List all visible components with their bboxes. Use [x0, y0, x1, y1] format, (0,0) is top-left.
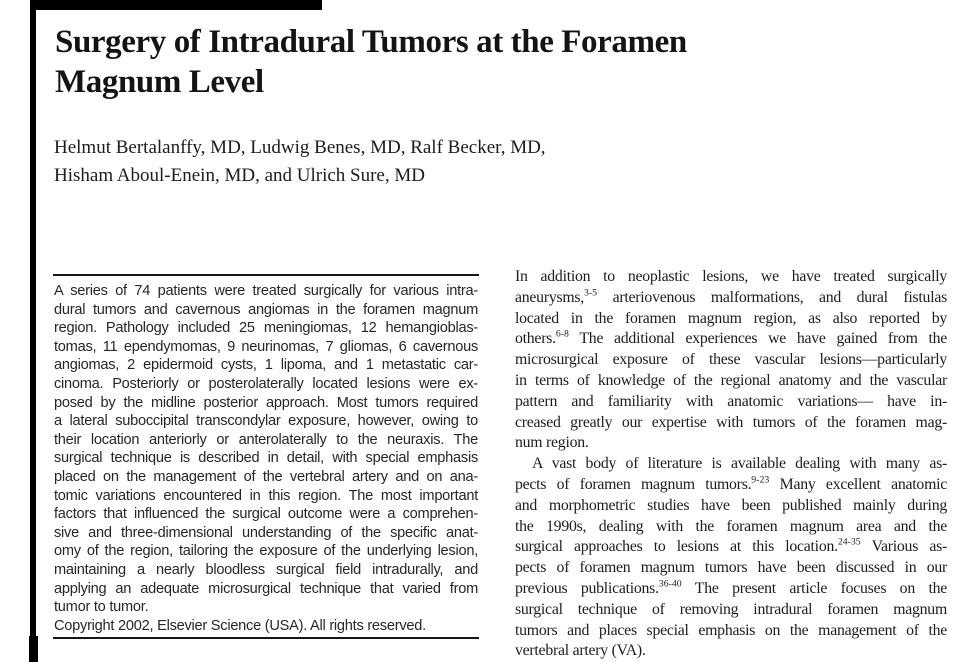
reference-superscript: 3-5 — [584, 287, 598, 299]
text-line: dural tumors and cavernous angiomas in t… — [54, 301, 478, 318]
text-line: maintaining a nearly bloodless surgical … — [54, 561, 478, 578]
text-line: applying an adequate microsurgical techn… — [54, 580, 478, 597]
text-line: tomas, 11 ependymomas, 9 neurinomas, 7 g… — [54, 338, 478, 355]
text-line: A series of 74 patients were treated sur… — [54, 283, 478, 299]
text-line: in terms of knowledge of the regional an… — [515, 371, 947, 389]
text-line: pects of foramen magnum tumors.9-23 Many… — [515, 474, 948, 493]
text-line: omy of the region, tailoring the exposur… — [54, 543, 478, 560]
text-line: pattern and familiarity with anatomic va… — [515, 392, 947, 410]
text-line: surgical approaches to lesions at this l… — [515, 537, 947, 556]
scan-artifact-bottom-blob — [29, 636, 38, 662]
text-line: In addition to neoplastic lesions, we ha… — [515, 268, 947, 285]
text-line: A vast body of literature is available d… — [532, 455, 947, 473]
text-line: region. Pathology included 25 meningioma… — [54, 320, 478, 337]
text-line: angiomas, 2 epidermoid cysts, 1 lipoma, … — [54, 357, 478, 374]
article-authors: Helmut Bertalanffy, MD, Ludwig Benes, MD… — [54, 137, 546, 186]
body-text-column: In addition to neoplastic lesions, we ha… — [515, 267, 947, 662]
text-line: pects of foramen magnum tumors have been… — [515, 559, 947, 577]
text-line: microsurgical exposure of these vascular… — [515, 351, 947, 369]
reference-superscript: 36-40 — [658, 578, 682, 590]
text-line: Copyright 2002, Elsevier Science (USA). … — [54, 617, 426, 634]
scan-artifact-top-bar — [30, 0, 322, 10]
abstract-text: A series of 74 patients were treated sur… — [54, 282, 478, 635]
text-line: a lateral suboccipital transcondylar exp… — [54, 413, 478, 430]
text-line: surgical technique of removing intradura… — [515, 600, 947, 618]
text-line: placed on the management of the vertebra… — [54, 468, 478, 485]
reference-superscript: 6-8 — [555, 329, 569, 341]
text-line: aneurysms,3-5 arteriovenous malformation… — [515, 287, 947, 306]
text-line: num region. — [515, 434, 589, 452]
abstract-bottom-rule — [53, 637, 479, 639]
text-line: creased greatly our expertise with tumor… — [515, 413, 947, 431]
text-line: cinoma. Posteriorly or posterolaterally … — [54, 375, 478, 392]
text-line: sive and three-dimensional understanding… — [54, 524, 478, 541]
text-line: others.6-8 The additional experiences we… — [515, 329, 947, 348]
text-line: surgical technique is described in detai… — [54, 450, 478, 467]
reference-superscript: 9-23 — [751, 474, 770, 486]
reference-superscript: 24-35 — [837, 537, 861, 549]
text-line: their location anteriorly or anterolater… — [54, 431, 478, 448]
text-line: tumors and places special emphasis on th… — [515, 621, 947, 639]
text-line: vertebral artery (VA). — [515, 642, 646, 660]
text-line: located in the foramen magnum region, as… — [515, 309, 947, 327]
text-line: tumor to tumor. — [54, 599, 149, 616]
text-line: previous publications.36-40 The present … — [515, 578, 947, 597]
abstract-top-rule — [53, 274, 479, 276]
article-title: Surgery of Intradural Tumors at the Fora… — [55, 24, 687, 100]
text-line: tomic variations encountered in this reg… — [54, 487, 478, 504]
text-line: posed by the midline posterior approach.… — [54, 394, 478, 411]
text-line: the 1990s, dealing with the foramen magn… — [515, 517, 947, 535]
text-line: and morphometric studies have been publi… — [515, 496, 947, 514]
text-line: factors that influenced the surgical out… — [54, 506, 478, 523]
scan-artifact-left-bar — [30, 0, 36, 662]
